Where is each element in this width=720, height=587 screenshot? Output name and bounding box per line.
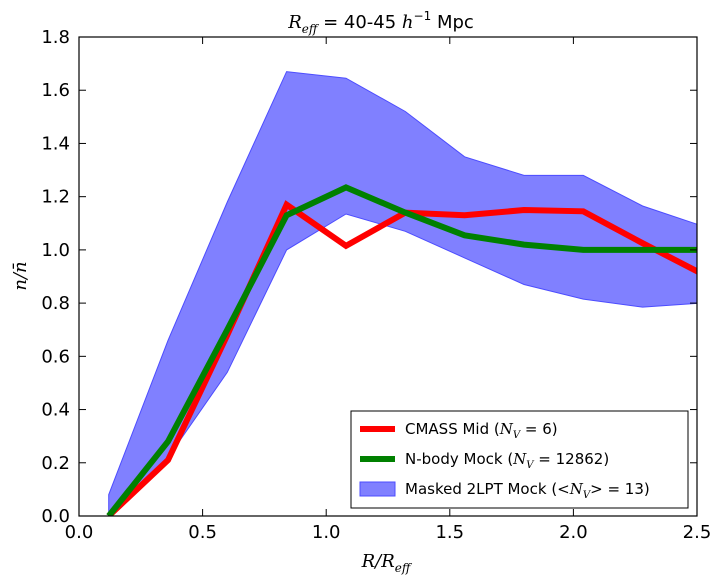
y-tick-label: 0.6	[41, 346, 70, 367]
x-tick-label: 2.0	[559, 522, 588, 543]
x-tick-label: 0.5	[188, 522, 217, 543]
y-tick-label: 0.4	[41, 400, 70, 421]
y-tick-label: 0.8	[41, 293, 70, 314]
y-tick-label: 1.6	[41, 80, 70, 101]
x-tick-label: 1.0	[312, 522, 341, 543]
y-tick-label: 1.0	[41, 240, 70, 261]
y-tick-label: 1.4	[41, 133, 70, 154]
y-tick-label: 1.8	[41, 27, 70, 48]
legend-label-cmass: CMASS Mid (NV = 6)	[405, 420, 558, 441]
y-tick-label: 0.0	[41, 506, 70, 527]
x-tick-label: 2.5	[683, 522, 712, 543]
x-tick-label: 1.5	[435, 522, 464, 543]
legend-label-2lpt: Masked 2LPT Mock (<NV> = 13)	[405, 480, 650, 501]
x-tick-label: 0.0	[65, 522, 94, 543]
y-tick-label: 0.2	[41, 453, 70, 474]
legend: CMASS Mid (NV = 6) N-body Mock (NV = 128…	[350, 410, 689, 509]
series-line-nbody	[106, 184, 697, 516]
band-2lpt	[108, 71, 697, 516]
legend-box	[350, 410, 689, 509]
legend-swatch-2lpt	[359, 481, 396, 497]
legend-label-nbody: N-body Mock (NV = 12862)	[405, 450, 609, 471]
y-axis-label: n/n̄	[10, 261, 31, 290]
plot-frame	[78, 36, 698, 517]
y-tick-label: 1.2	[41, 187, 70, 208]
x-axis-label: R/Reff	[361, 551, 413, 575]
chart-title: Reff = 40-45 h−1 Mpc	[287, 9, 474, 36]
